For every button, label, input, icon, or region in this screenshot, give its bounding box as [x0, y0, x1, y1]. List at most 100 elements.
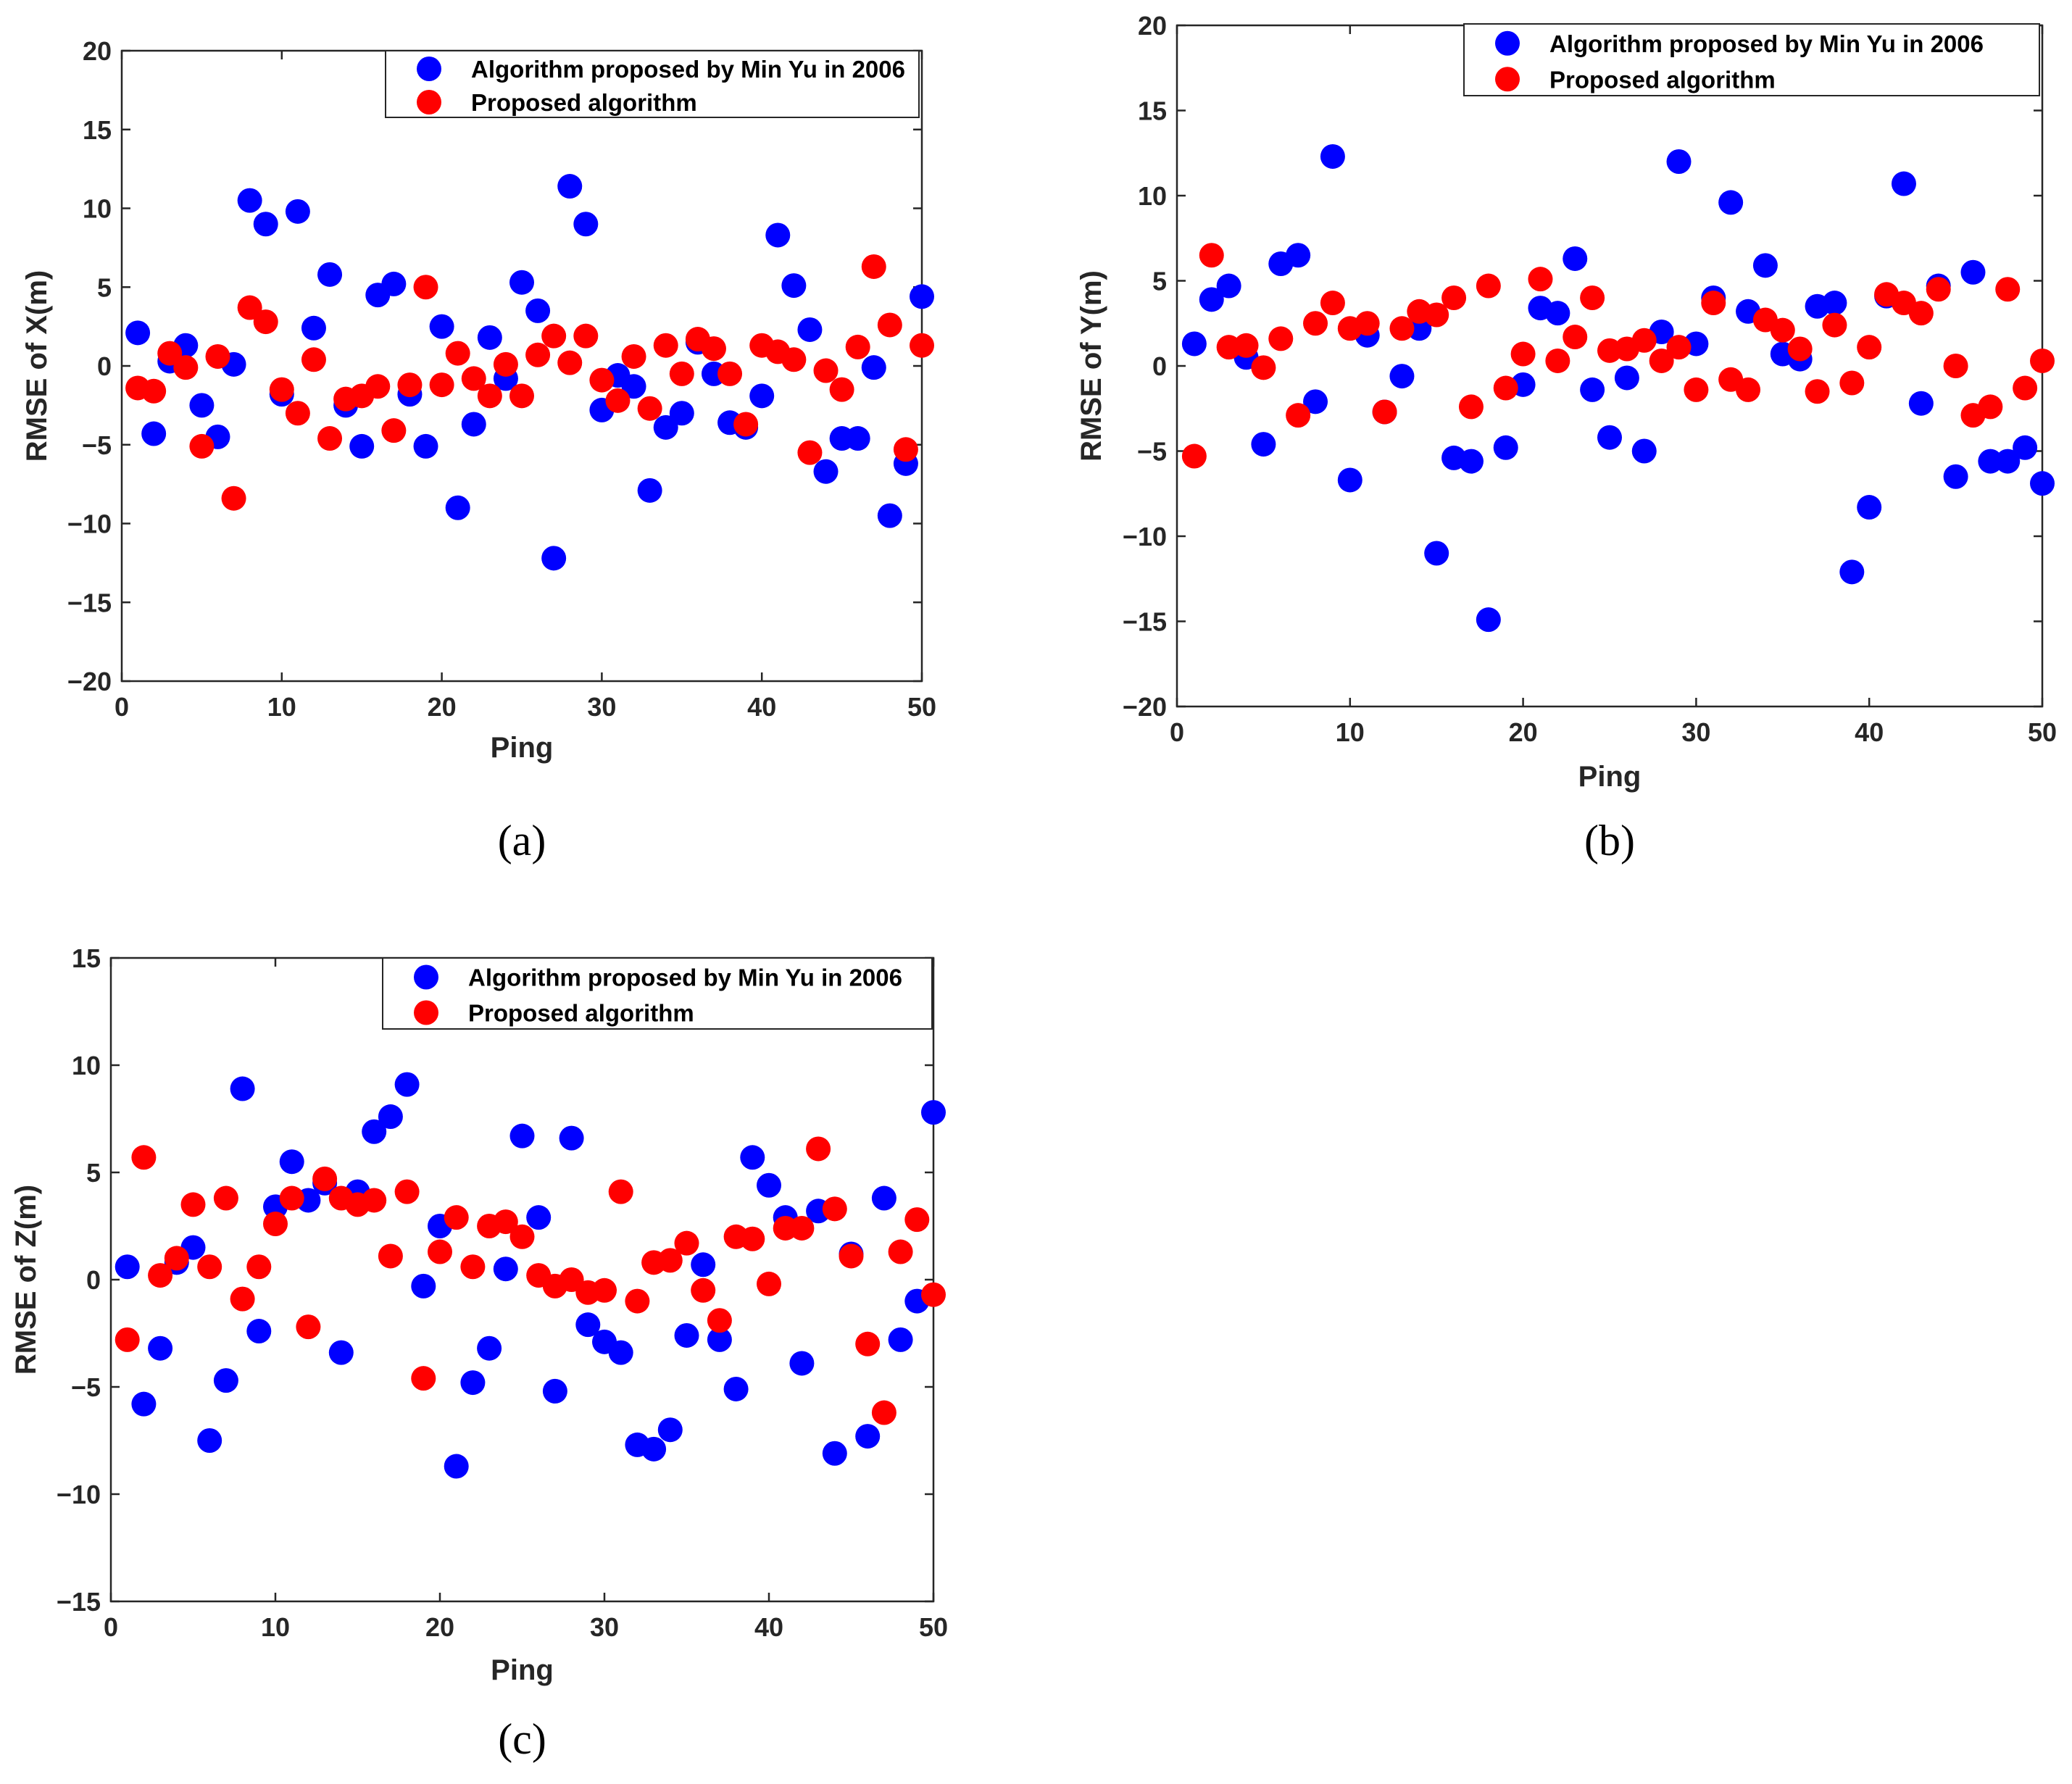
point-proposed: [164, 1246, 189, 1271]
point-min-yu-2006: [1424, 541, 1449, 566]
point-proposed: [701, 336, 726, 362]
point-proposed: [904, 1207, 930, 1233]
point-min-yu-2006: [1752, 253, 1778, 278]
legend-label-min-yu-2006: Algorithm proposed by Min Yu in 2006: [471, 56, 905, 83]
point-proposed: [861, 254, 886, 279]
legend: Algorithm proposed by Min Yu in 2006 Prop…: [385, 50, 920, 118]
point-proposed: [205, 343, 230, 369]
point-min-yu-2006: [493, 1256, 518, 1282]
point-proposed: [1493, 375, 1518, 401]
y-tick-label: 10: [72, 1051, 101, 1080]
point-proposed: [1995, 277, 2021, 302]
y-tick-label: 15: [72, 943, 101, 973]
point-min-yu-2006: [1666, 149, 1692, 174]
point-proposed: [1666, 335, 1692, 360]
point-min-yu-2006: [707, 1327, 732, 1352]
point-min-yu-2006: [141, 421, 167, 446]
point-min-yu-2006: [669, 401, 694, 426]
point-min-yu-2006: [1995, 449, 2021, 474]
point-min-yu-2006: [509, 1123, 535, 1149]
point-proposed: [1424, 302, 1449, 328]
point-min-yu-2006: [246, 1319, 272, 1344]
y-tick-label: −15: [1123, 607, 1167, 637]
point-min-yu-2006: [871, 1185, 896, 1211]
point-min-yu-2006: [1407, 316, 1432, 341]
y-tick-label: −20: [1123, 692, 1167, 722]
point-min-yu-2006: [557, 174, 583, 199]
point-proposed: [312, 1166, 338, 1191]
point-proposed: [1822, 312, 1847, 338]
y-tick-label: −5: [1137, 437, 1167, 467]
point-proposed: [180, 1192, 206, 1217]
point-proposed: [797, 440, 823, 465]
point-proposed: [1943, 354, 1968, 378]
point-proposed: [189, 433, 215, 459]
point-min-yu-2006: [1822, 291, 1847, 316]
point-min-yu-2006: [541, 546, 567, 571]
point-min-yu-2006: [1303, 389, 1328, 414]
point-proposed: [493, 351, 518, 377]
point-min-yu-2006: [921, 1100, 946, 1125]
point-min-yu-2006: [653, 414, 678, 440]
point-min-yu-2006: [509, 270, 534, 295]
y-tick-label: 0: [86, 1265, 101, 1295]
series-proposed: [1181, 243, 2055, 469]
panel-caption: (b): [1584, 817, 1635, 864]
series-proposed: [125, 254, 934, 511]
point-min-yu-2006: [674, 1322, 699, 1348]
y-tick-label: −10: [57, 1480, 101, 1509]
point-proposed: [1631, 328, 1657, 353]
point-min-yu-2006: [765, 222, 791, 248]
x-tick-label: 50: [2028, 717, 2057, 747]
point-min-yu-2006: [575, 1312, 601, 1338]
point-proposed: [148, 1263, 173, 1288]
point-min-yu-2006: [789, 1351, 815, 1376]
y-tick-label: −20: [67, 667, 112, 696]
y-tick-label: 10: [83, 194, 112, 224]
point-proposed: [1649, 348, 1674, 373]
point-min-yu-2006: [781, 273, 807, 299]
y-axis-title: RMSE of X(m): [21, 270, 53, 462]
point-proposed: [669, 361, 694, 386]
point-proposed: [1389, 316, 1415, 341]
point-proposed: [411, 1366, 436, 1391]
point-min-yu-2006: [317, 262, 343, 287]
point-proposed: [589, 367, 615, 393]
x-tick-label: 10: [261, 1612, 290, 1642]
x-tick-label: 50: [919, 1612, 948, 1642]
point-proposed: [2030, 348, 2055, 373]
point-proposed: [301, 347, 326, 372]
point-proposed: [707, 1308, 732, 1333]
point-min-yu-2006: [542, 1378, 567, 1404]
point-proposed: [2013, 375, 2038, 401]
point-proposed: [365, 374, 391, 399]
point-proposed: [1545, 348, 1570, 373]
point-proposed: [691, 1277, 716, 1303]
point-min-yu-2006: [526, 1205, 552, 1230]
point-min-yu-2006: [1476, 607, 1501, 633]
point-proposed: [279, 1185, 304, 1211]
y-tick-label: 10: [1138, 181, 1167, 211]
point-min-yu-2006: [477, 1335, 502, 1361]
y-tick-label: 5: [86, 1158, 101, 1188]
ticks: 0 10 20 30 40 50 −20 −15 −10 −5 0 5 10 15 20: [1123, 11, 2057, 747]
point-proposed: [733, 412, 759, 437]
point-proposed: [381, 418, 407, 443]
legend: Algorithm proposed by Min Yu in 2006 Prop…: [382, 957, 933, 1030]
point-proposed: [221, 485, 246, 511]
point-min-yu-2006: [429, 314, 454, 339]
y-tick-label: −5: [82, 430, 112, 460]
point-proposed: [444, 1205, 469, 1230]
y-tick-label: −10: [67, 509, 112, 539]
point-min-yu-2006: [1337, 467, 1362, 493]
point-proposed: [1701, 291, 1726, 316]
point-min-yu-2006: [444, 1454, 469, 1479]
point-min-yu-2006: [1545, 301, 1570, 326]
x-tick-label: 40: [1855, 717, 1884, 747]
point-proposed: [789, 1215, 815, 1241]
y-tick-label: −10: [1123, 522, 1167, 551]
y-tick-label: −15: [67, 588, 112, 617]
point-proposed: [608, 1179, 633, 1204]
point-min-yu-2006: [378, 1104, 403, 1130]
point-min-yu-2006: [1857, 495, 1882, 520]
